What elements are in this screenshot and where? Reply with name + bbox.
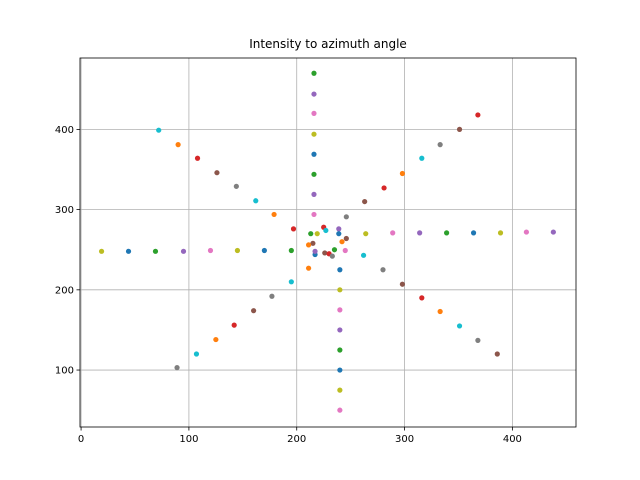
data-point	[380, 267, 386, 273]
data-point	[329, 253, 335, 259]
data-point	[337, 367, 343, 373]
chart-title: Intensity to azimuth angle	[249, 37, 407, 51]
data-point	[314, 231, 320, 237]
data-point	[234, 247, 241, 254]
data-point	[288, 247, 294, 254]
data-point	[475, 112, 481, 118]
data-point	[337, 347, 343, 353]
data-point	[337, 307, 343, 313]
data-point	[125, 248, 132, 254]
data-point	[271, 211, 277, 218]
data-point	[417, 230, 423, 236]
y-tick-label: 100	[55, 366, 74, 377]
data-point	[323, 227, 329, 234]
data-point	[253, 198, 259, 204]
data-point	[174, 365, 180, 371]
grid-lines	[80, 58, 576, 427]
y-axis: 100 200 300 400	[55, 125, 80, 377]
data-point	[311, 191, 317, 197]
data-point	[311, 110, 317, 116]
data-point	[290, 226, 297, 232]
data-point	[310, 240, 316, 246]
data-point	[312, 248, 318, 254]
data-point	[342, 247, 348, 254]
data-point	[419, 295, 425, 301]
x-tick-label: 0	[78, 434, 84, 445]
data-point	[194, 155, 201, 161]
data-point	[305, 265, 312, 271]
data-point	[337, 267, 343, 273]
data-point	[193, 351, 200, 357]
x-tick-label: 400	[503, 434, 522, 445]
data-point	[550, 229, 556, 235]
data-point	[175, 142, 181, 148]
data-points	[98, 70, 556, 413]
data-point	[456, 323, 463, 329]
data-point	[231, 322, 237, 328]
data-point	[152, 248, 159, 254]
data-point	[470, 230, 477, 236]
data-point	[311, 131, 317, 137]
y-tick-label: 200	[55, 285, 74, 296]
data-point	[337, 327, 343, 333]
data-point	[331, 247, 338, 253]
data-point	[444, 230, 450, 236]
data-point	[213, 336, 219, 343]
data-point	[523, 229, 530, 235]
data-point	[337, 387, 343, 393]
data-point	[336, 226, 342, 232]
data-point	[497, 230, 504, 236]
data-point	[381, 185, 387, 191]
data-point	[311, 171, 317, 177]
data-point	[305, 242, 312, 248]
data-point	[98, 248, 105, 254]
data-point	[308, 231, 314, 237]
data-point	[288, 279, 294, 285]
data-point	[363, 231, 369, 237]
plot-frame	[79, 57, 577, 428]
data-point	[337, 407, 343, 413]
data-point	[343, 235, 349, 242]
x-tick-label: 100	[179, 434, 198, 445]
data-point	[269, 293, 275, 299]
y-tick-label: 400	[55, 125, 74, 136]
data-point	[311, 151, 317, 157]
x-axis: 0 100 200 300 400	[78, 427, 522, 445]
data-point	[336, 231, 342, 237]
data-point	[437, 142, 443, 148]
data-point	[343, 214, 349, 220]
data-point	[437, 308, 443, 315]
data-point	[156, 127, 162, 133]
data-point	[261, 247, 267, 254]
data-point	[360, 252, 367, 258]
data-point	[311, 211, 317, 218]
x-tick-label: 300	[395, 434, 414, 445]
data-point	[362, 198, 368, 205]
y-tick-label: 300	[55, 205, 74, 216]
data-point	[339, 239, 345, 245]
data-point	[337, 287, 343, 293]
data-point	[251, 308, 257, 314]
data-point	[207, 247, 214, 254]
data-point	[456, 126, 463, 132]
data-point	[180, 248, 187, 254]
data-point	[399, 281, 405, 287]
data-point	[214, 170, 220, 176]
data-point	[233, 183, 239, 189]
data-point	[475, 337, 481, 343]
x-tick-label: 200	[287, 434, 306, 445]
data-point	[494, 351, 500, 357]
data-point	[322, 250, 328, 256]
data-point	[399, 170, 405, 177]
data-point	[390, 230, 396, 236]
data-point	[311, 70, 317, 76]
data-point	[311, 91, 317, 97]
data-point	[419, 155, 425, 161]
